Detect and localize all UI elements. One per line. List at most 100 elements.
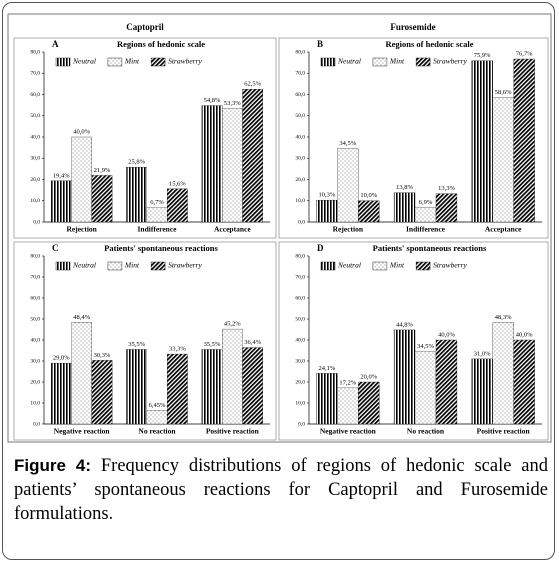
x-tick-label: Positive reaction: [206, 427, 260, 436]
bar: [126, 349, 147, 425]
y-tick-label: 20,0: [30, 177, 40, 183]
value-label: 13,8%: [396, 184, 413, 191]
bar: [146, 410, 168, 425]
legend-swatch: [107, 261, 123, 271]
legend-label: Strawberry: [433, 57, 467, 66]
legend-label: Neutral: [337, 57, 361, 66]
y-tick-label: 80,0: [295, 253, 305, 259]
legend-swatch: [55, 57, 71, 67]
bar: [358, 200, 380, 223]
bar: [513, 339, 535, 425]
value-label: 62,5%: [244, 81, 261, 88]
figure: Captopril Furosemide A Regions of hedonic…: [7, 13, 552, 443]
bar: [201, 349, 223, 425]
value-label: 34,5%: [417, 343, 434, 350]
value-label: 10,3%: [318, 192, 335, 199]
panel-letter: C: [52, 243, 59, 253]
y-tick-label: 40,0: [30, 134, 40, 140]
bar: [146, 207, 168, 223]
bar: [316, 199, 338, 223]
value-label: 44,8%: [396, 321, 413, 328]
value-label: 40,0%: [73, 128, 90, 135]
bar: [414, 207, 437, 223]
value-label: 21,9%: [94, 167, 111, 174]
bar: [71, 136, 92, 223]
panel-letter: A: [52, 39, 59, 49]
value-label: 35,5%: [204, 341, 221, 348]
legend-swatch: [415, 261, 431, 271]
y-tick-label: 40,0: [295, 134, 305, 140]
bar: [222, 328, 243, 425]
legend-label: Neutral: [72, 261, 96, 270]
bar: [51, 362, 72, 425]
legend-swatch: [320, 261, 336, 271]
value-label: 17,2%: [339, 379, 356, 386]
bar: [492, 97, 514, 223]
value-label: 25,8%: [128, 159, 145, 166]
y-tick-label: 70,0: [30, 274, 40, 280]
y-tick-label: 40,0: [30, 337, 40, 343]
panel-border: [13, 37, 277, 239]
value-label: 6,7%: [150, 199, 164, 206]
x-tick-label: No reaction: [407, 427, 445, 436]
value-label: 75,9%: [474, 52, 491, 59]
panel-border: [13, 241, 277, 441]
y-tick-label: 20,0: [295, 177, 305, 183]
value-label: 15,6%: [169, 180, 186, 187]
y-tick-label: 80,0: [30, 253, 40, 259]
y-tick-label: 60,0: [30, 295, 40, 301]
value-label: 29,0%: [53, 355, 70, 362]
legend-swatch: [150, 261, 166, 271]
bar: [435, 339, 458, 425]
y-tick-label: 20,0: [295, 379, 305, 385]
legend-swatch: [372, 57, 388, 67]
bar: [316, 373, 338, 425]
value-label: 36,4%: [244, 339, 261, 346]
bar: [513, 58, 535, 223]
y-tick-label: 30,0: [30, 156, 40, 162]
value-label: 13,3%: [438, 185, 455, 192]
value-label: 6,9%: [419, 199, 433, 206]
y-tick-label: 30,0: [30, 358, 40, 364]
bar: [167, 188, 188, 223]
y-tick-label: 60,0: [295, 295, 305, 301]
y-tick-label: 80,0: [30, 49, 40, 55]
value-label: 48,3%: [495, 314, 512, 321]
legend-swatch: [150, 57, 166, 67]
x-tick-label: Acceptance: [485, 225, 522, 234]
x-tick-label: Negative reaction: [54, 427, 111, 436]
column-title: Captopril: [126, 22, 164, 32]
value-label: 76,7%: [516, 50, 533, 57]
bar: [435, 193, 458, 223]
x-tick-label: No reaction: [138, 427, 176, 436]
value-label: 10,0%: [360, 192, 377, 199]
bar: [167, 353, 188, 425]
legend-label: Mint: [124, 261, 140, 270]
bar: [222, 108, 243, 223]
bar: [471, 60, 493, 223]
bar: [358, 381, 380, 425]
y-tick-label: 50,0: [30, 316, 40, 322]
chart-title: Patients' spontaneous reactions: [104, 243, 218, 253]
bar: [201, 105, 223, 223]
y-tick-label: 70,0: [295, 71, 305, 77]
value-label: 33,3%: [169, 346, 186, 353]
bar: [91, 360, 113, 425]
y-tick-label: 30,0: [295, 156, 305, 162]
y-tick-label: 70,0: [295, 274, 305, 280]
legend-swatch: [372, 261, 388, 271]
value-label: 24,1%: [318, 365, 335, 372]
caption-label: Figure 4:: [14, 456, 92, 475]
x-tick-label: Rejection: [66, 225, 97, 234]
y-tick-label: 70,0: [30, 71, 40, 77]
x-tick-label: Indifference: [137, 225, 177, 234]
value-label: 6,45%: [149, 402, 166, 409]
bar: [51, 180, 72, 223]
chart-title: Regions of hedonic scale: [385, 39, 473, 49]
x-tick-label: Acceptance: [214, 225, 251, 234]
value-label: 58,6%: [495, 89, 512, 96]
bar: [71, 322, 92, 425]
caption-text: Frequency distributions of regions of he…: [14, 456, 549, 524]
y-tick-label: 40,0: [295, 337, 305, 343]
